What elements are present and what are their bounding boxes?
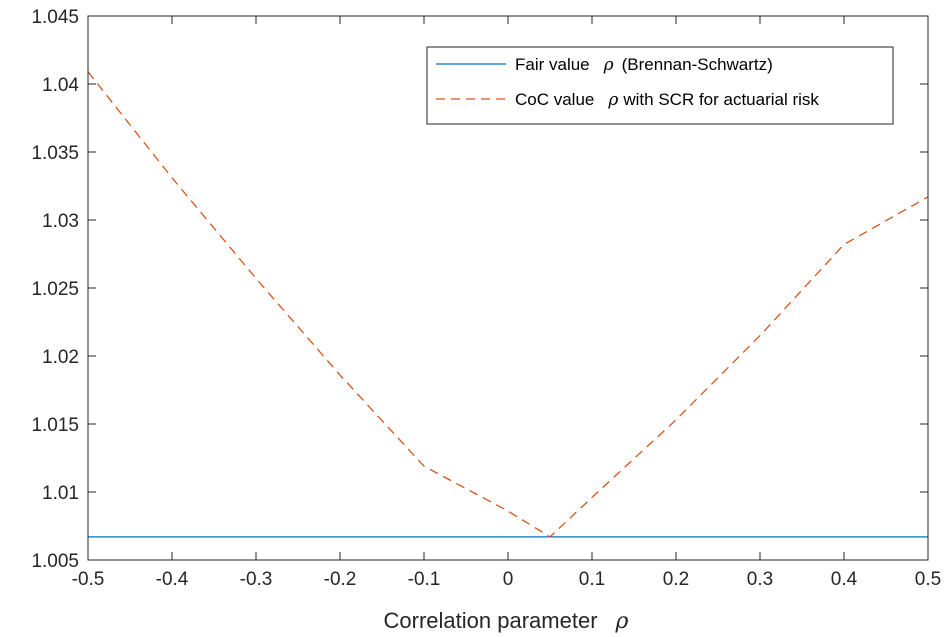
legend-label-coc-value-before: CoC value xyxy=(515,90,594,109)
series-line-coc-value xyxy=(87,71,929,538)
legend: Fair value ρ (Brennan-Schwartz) CoC value ρ… xyxy=(426,46,894,125)
legend-label-coc-value: CoC value ρ with SCR for actuarial risk xyxy=(515,90,819,110)
legend-label-fair-value-before: Fair value xyxy=(515,55,590,74)
x-tick-labels: -0.5 -0.4 -0.3 -0.2 -0.1 0 0.1 0.2 0.3 0.4 0.5 xyxy=(72,569,942,590)
y-tick-label: 1.03 xyxy=(42,211,79,232)
x-axis-label-symbol: ρ xyxy=(615,609,629,634)
y-tick-label: 1.045 xyxy=(31,7,79,28)
legend-label-fair-value: Fair value ρ (Brennan-Schwartz) xyxy=(515,55,773,75)
y-tick-label: 1.01 xyxy=(42,483,79,504)
x-tick-label: 0.2 xyxy=(663,569,689,590)
x-axis-label: Correlation parameter ρ xyxy=(384,608,629,634)
legend-label-fair-value-symbol: ρ xyxy=(603,55,614,75)
y-tick-labels: 1.005 1.01 1.015 1.02 1.025 1.03 1.035 1.04 1.04… xyxy=(31,7,79,572)
plot-frame xyxy=(87,15,929,561)
y-tick-label: 1.025 xyxy=(31,279,79,300)
x-tick-label: -0.3 xyxy=(240,569,273,590)
x-tick-label: 0.5 xyxy=(915,569,941,590)
x-tick-label: 0.1 xyxy=(579,569,605,590)
x-tick-label: -0.5 xyxy=(72,569,105,590)
x-tick-label: -0.4 xyxy=(156,569,189,590)
x-tick-label: -0.1 xyxy=(408,569,441,590)
y-tick-label: 1.04 xyxy=(42,75,79,96)
x-tick-label: 0.3 xyxy=(747,569,773,590)
x-tick-label: 0.4 xyxy=(831,569,858,590)
y-tick-label: 1.015 xyxy=(31,415,79,436)
legend-box xyxy=(426,46,894,125)
legend-label-coc-value-after: with SCR for actuarial risk xyxy=(622,90,819,109)
legend-label-fair-value-after: (Brennan-Schwartz) xyxy=(622,55,773,74)
series-layer xyxy=(87,71,929,538)
x-axis-label-text: Correlation parameter xyxy=(384,608,598,633)
y-tick-label: 1.035 xyxy=(31,143,79,164)
x-tick-label: -0.2 xyxy=(324,569,357,590)
legend-label-coc-value-symbol: ρ xyxy=(607,90,618,110)
y-tick-label: 1.005 xyxy=(31,551,79,572)
x-tick-label: 0 xyxy=(503,569,514,590)
y-tick-label: 1.02 xyxy=(42,347,79,368)
